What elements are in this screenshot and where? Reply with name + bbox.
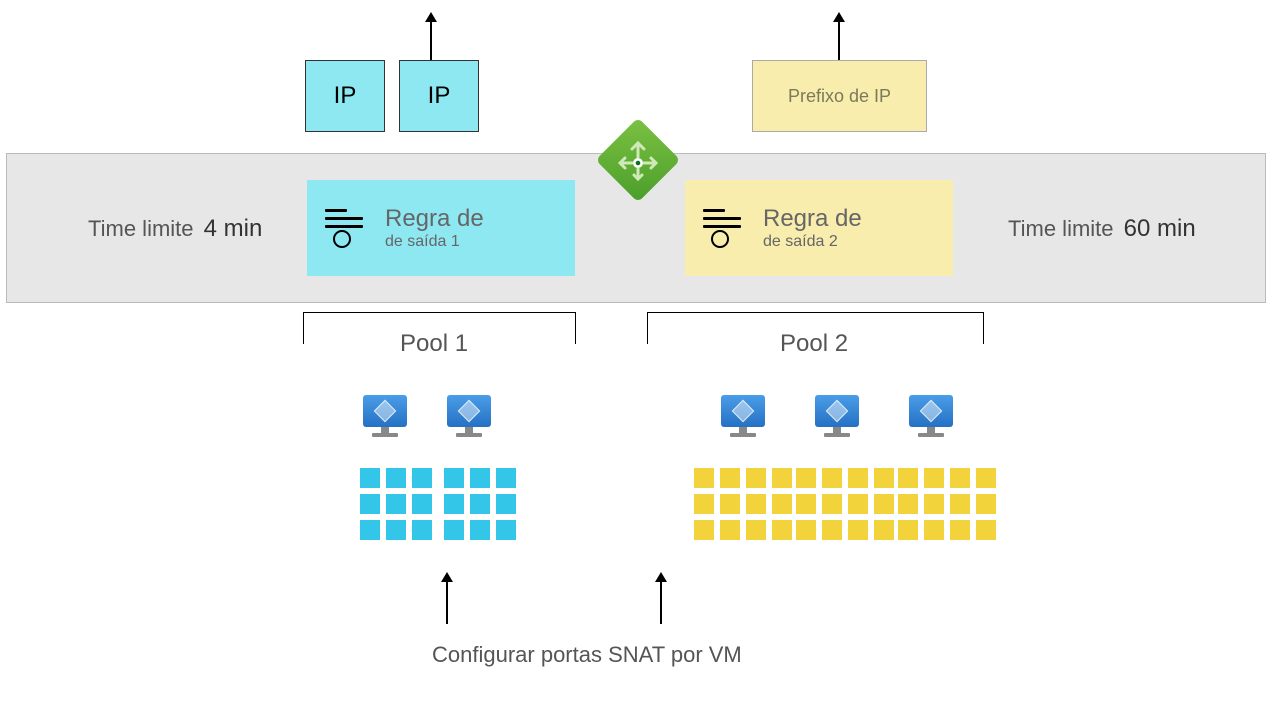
ip-box-2: IP	[399, 60, 479, 132]
snat-port-cell	[746, 520, 766, 540]
snat-port-cell	[848, 520, 868, 540]
arrow-out-1	[430, 14, 432, 60]
snat-port-cell	[496, 494, 516, 514]
snat-config-label: Configurar portas SNAT por VM	[432, 642, 742, 668]
vm-icon	[444, 395, 494, 443]
snat-port-cell	[444, 468, 464, 488]
time-limit-value: 4 min	[204, 215, 263, 242]
snat-port-cell	[924, 494, 944, 514]
snat-port-cell	[898, 468, 918, 488]
snat-port-cell	[950, 520, 970, 540]
snat-port-cell	[386, 468, 406, 488]
snat-port-cell	[874, 520, 894, 540]
snat-port-cell	[444, 494, 464, 514]
snat-port-cell	[694, 494, 714, 514]
snat-port-cell	[360, 468, 380, 488]
snat-port-cell	[822, 520, 842, 540]
snat-port-cell	[976, 520, 996, 540]
outbound-rule-1: Regra de de saída 1	[307, 180, 575, 276]
snat-port-cell	[412, 494, 432, 514]
snat-port-cell	[772, 468, 792, 488]
pool-1-label: Pool 1	[400, 330, 468, 358]
snat-port-cell	[924, 468, 944, 488]
snat-port-cell	[360, 494, 380, 514]
rule-title: Regra de	[763, 205, 862, 233]
ip-label: IP	[428, 82, 451, 110]
snat-port-cell	[360, 520, 380, 540]
snat-port-cell	[898, 520, 918, 540]
arrow-snat-2	[660, 574, 662, 624]
outbound-rule-2: Regra de de saída 2	[685, 180, 953, 276]
load-balancer-icon	[596, 118, 681, 203]
snat-port-cell	[772, 494, 792, 514]
snat-port-cell	[720, 520, 740, 540]
snat-port-cell	[470, 520, 490, 540]
time-limit-label: Time limite	[1008, 216, 1114, 241]
ip-prefix-label: Prefixo de IP	[788, 86, 891, 107]
snat-port-cell	[848, 468, 868, 488]
snat-port-cell	[898, 494, 918, 514]
snat-port-cell	[950, 468, 970, 488]
vm-icon	[718, 395, 768, 443]
snat-port-cell	[386, 520, 406, 540]
snat-port-cell	[694, 468, 714, 488]
snat-port-cell	[848, 494, 868, 514]
snat-port-cell	[772, 520, 792, 540]
snat-port-cell	[694, 520, 714, 540]
time-limit-label: Time limite	[88, 216, 194, 241]
ip-prefix-box: Prefixo de IP	[752, 60, 927, 132]
snat-port-cell	[950, 494, 970, 514]
snat-port-cell	[496, 520, 516, 540]
snat-port-cell	[386, 494, 406, 514]
snat-port-cell	[822, 468, 842, 488]
snat-ports-grid	[796, 468, 894, 540]
vm-icon	[812, 395, 862, 443]
pool-2-label: Pool 2	[780, 330, 848, 358]
snat-port-cell	[924, 520, 944, 540]
ip-label: IP	[334, 82, 357, 110]
snat-port-cell	[412, 468, 432, 488]
snat-port-cell	[470, 494, 490, 514]
rule-icon	[325, 207, 367, 249]
snat-ports-grid	[898, 468, 996, 540]
arrow-out-2	[838, 14, 840, 60]
snat-port-cell	[746, 494, 766, 514]
snat-ports-grid	[444, 468, 516, 540]
vm-icon	[906, 395, 956, 443]
rule-subtitle: de saída 1	[385, 233, 484, 251]
snat-port-cell	[976, 494, 996, 514]
time-limit-2: Time limite 60 min	[1008, 215, 1196, 243]
rule-title: Regra de	[385, 205, 484, 233]
snat-port-cell	[874, 468, 894, 488]
rule-icon	[703, 207, 745, 249]
snat-port-cell	[746, 468, 766, 488]
snat-port-cell	[796, 494, 816, 514]
arrow-snat-1	[446, 574, 448, 624]
vm-icon	[360, 395, 410, 443]
snat-port-cell	[796, 468, 816, 488]
snat-port-cell	[874, 494, 894, 514]
snat-port-cell	[976, 468, 996, 488]
snat-ports-grid	[360, 468, 432, 540]
snat-port-cell	[720, 468, 740, 488]
ip-box-1: IP	[305, 60, 385, 132]
snat-port-cell	[496, 468, 516, 488]
rule-subtitle: de saída 2	[763, 233, 862, 251]
time-limit-1: Time limite 4 min	[88, 215, 262, 243]
snat-port-cell	[444, 520, 464, 540]
snat-ports-grid	[694, 468, 792, 540]
snat-port-cell	[822, 494, 842, 514]
snat-port-cell	[796, 520, 816, 540]
time-limit-value: 60 min	[1124, 215, 1196, 242]
snat-port-cell	[470, 468, 490, 488]
snat-port-cell	[412, 520, 432, 540]
snat-port-cell	[720, 494, 740, 514]
